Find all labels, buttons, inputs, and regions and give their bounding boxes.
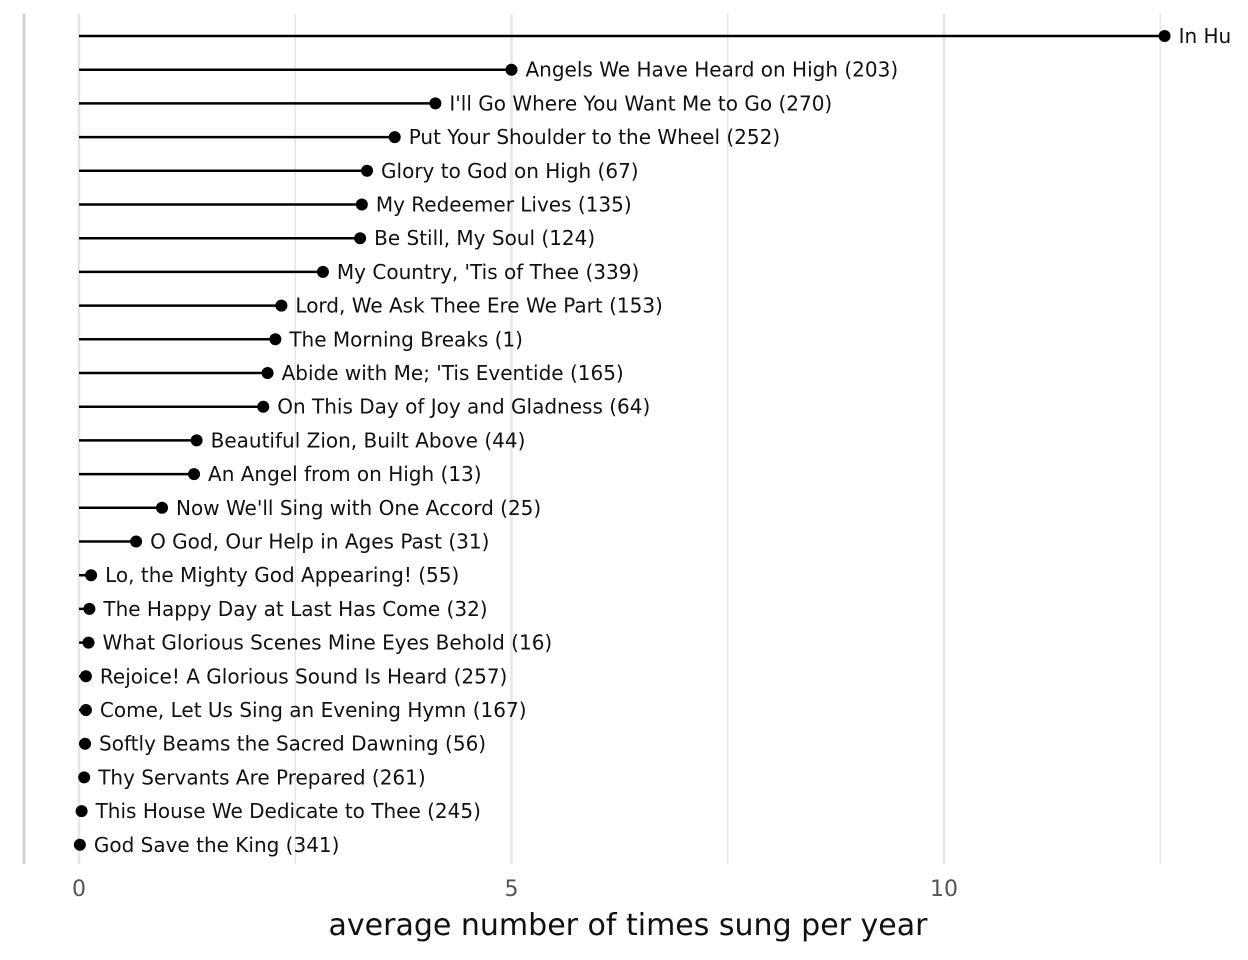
lollipop-dot bbox=[130, 535, 143, 548]
lollipop-dot bbox=[1158, 30, 1171, 42]
hymn-label: Lord, We Ask Thee Ere We Part (153) bbox=[295, 294, 662, 318]
hymn-label: Now We'll Sing with One Accord (25) bbox=[176, 496, 541, 520]
hymn-label: O God, Our Help in Ages Past (31) bbox=[150, 530, 489, 554]
hymn-label: What Glorious Scenes Mine Eyes Behold (1… bbox=[103, 631, 553, 655]
lollipop-dot bbox=[269, 333, 282, 346]
hymn-label: Lo, the Mighty God Appearing! (55) bbox=[105, 563, 459, 587]
lollipop-dot bbox=[79, 704, 92, 716]
lollipop-dot bbox=[261, 367, 274, 379]
x-tick-label: 5 bbox=[505, 877, 519, 902]
hymn-label: On This Day of Joy and Gladness (64) bbox=[277, 395, 650, 419]
x-tick-label: 0 bbox=[72, 877, 86, 902]
hymn-label: The Morning Breaks (1) bbox=[288, 327, 523, 351]
hymn-label: My Country, 'Tis of Thee (339) bbox=[337, 260, 639, 284]
lollipop-dot bbox=[73, 838, 86, 851]
lollipop-dot bbox=[188, 468, 201, 481]
hymn-label: Angels We Have Heard on High (203) bbox=[526, 58, 899, 82]
lollipop-dot bbox=[83, 602, 96, 615]
lollipop-dot bbox=[257, 400, 270, 413]
lollipop-dot bbox=[429, 97, 442, 110]
hymn-label: Thy Servants Are Prepared (261) bbox=[97, 765, 426, 789]
hymn-label: Be Still, My Soul (124) bbox=[374, 226, 595, 250]
lollipop-dot bbox=[316, 265, 329, 278]
hymn-label: Softly Beams the Sacred Dawning (56) bbox=[99, 732, 486, 756]
hymn-label: My Redeemer Lives (135) bbox=[376, 193, 632, 217]
x-tick-labels: 0 5 10 bbox=[72, 877, 958, 902]
chart-marks: In Hu Angels We Have Heard on High (203) I… bbox=[73, 24, 1232, 857]
lollipop-dot bbox=[79, 670, 92, 683]
lollipop-dot bbox=[190, 434, 203, 447]
hymn-label: Glory to God on High (67) bbox=[381, 159, 639, 183]
hymn-label: Abide with Me; 'Tis Eventide (165) bbox=[282, 361, 624, 385]
x-axis-title: average number of times sung per year bbox=[329, 908, 929, 943]
hymn-label: This House We Dedicate to Thee (245) bbox=[95, 799, 481, 823]
lollipop-dot bbox=[388, 131, 401, 144]
hymn-label: Put Your Shoulder to the Wheel (252) bbox=[409, 125, 780, 149]
lollipop-dot bbox=[156, 501, 169, 514]
lollipop-dot bbox=[78, 771, 91, 784]
lollipop-dot bbox=[79, 737, 92, 750]
hymn-label: God Save the King (341) bbox=[94, 833, 340, 857]
hymn-label: Rejoice! A Glorious Sound Is Heard (257) bbox=[100, 664, 507, 688]
hymn-label: I'll Go Where You Want Me to Go (270) bbox=[449, 91, 832, 115]
lollipop-dot bbox=[85, 569, 98, 582]
grid-lines bbox=[77, 14, 1161, 864]
hymn-label: The Happy Day at Last Has Come (32) bbox=[102, 597, 487, 621]
lollipop-dot bbox=[355, 198, 368, 211]
hymn-label: In Hu bbox=[1179, 24, 1232, 48]
hymn-label: Come, Let Us Sing an Evening Hymn (167) bbox=[100, 698, 527, 722]
x-tick-label: 10 bbox=[930, 877, 958, 902]
lollipop-dot bbox=[275, 299, 288, 312]
hymn-label: An Angel from on High (13) bbox=[208, 462, 482, 486]
lollipop-dot bbox=[361, 164, 374, 177]
lollipop-dot bbox=[75, 805, 88, 818]
hymn-label: Beautiful Zion, Built Above (44) bbox=[211, 428, 526, 452]
lollipop-dot bbox=[354, 232, 367, 245]
lollipop-dot bbox=[505, 63, 518, 76]
lollipop-dot bbox=[82, 636, 95, 649]
